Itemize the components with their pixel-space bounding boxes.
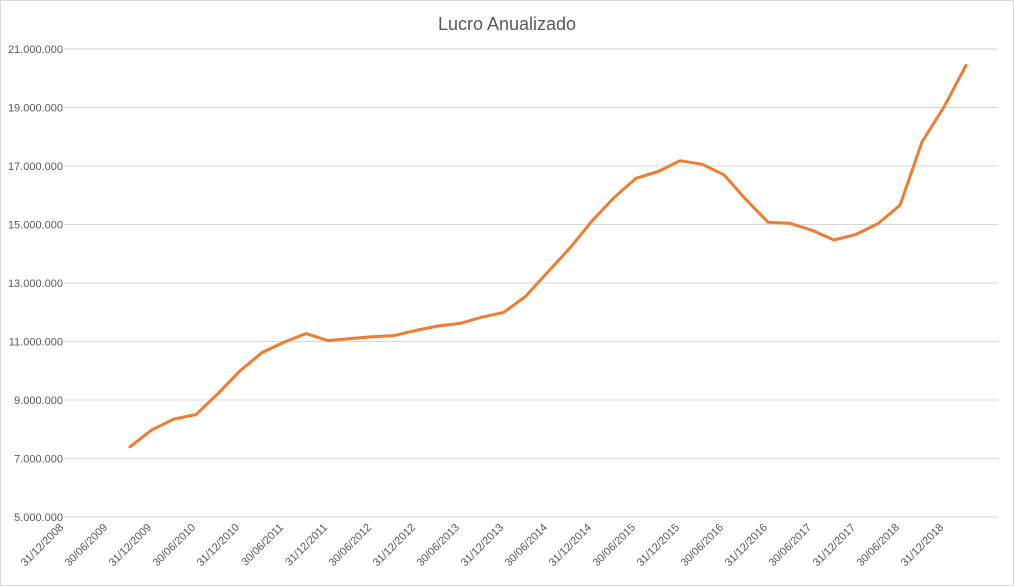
x-tick-label: 30/06/2014 (503, 522, 550, 569)
x-tick-label: 30/06/2015 (591, 522, 638, 569)
y-tick-label: 17.000.000 (8, 161, 63, 173)
y-tick-label: 9.000.000 (14, 395, 63, 407)
x-tick-label: 30/06/2010 (151, 522, 198, 569)
x-tick-label: 31/12/2018 (899, 522, 946, 569)
y-tick-label: 5.000.000 (14, 512, 63, 524)
y-tick-label: 19.000.000 (8, 103, 63, 115)
y-tick-label: 7.000.000 (14, 454, 63, 466)
x-tick-label: 31/12/2014 (547, 522, 594, 569)
x-tick-label: 30/06/2016 (679, 522, 726, 569)
x-tick-label: 31/12/2012 (371, 522, 418, 569)
x-tick-label: 31/12/2011 (283, 522, 330, 569)
y-tick-label: 11.000.000 (9, 337, 63, 349)
x-tick-label: 31/12/2016 (723, 522, 770, 569)
y-tick-label: 13.000.000 (8, 278, 63, 290)
x-tick-label: 31/12/2010 (195, 522, 242, 569)
x-tick-label: 30/06/2012 (327, 522, 374, 569)
y-axis-ticks: 5.000.000 7.000.000 9.000.000 11.000.000 13.… (8, 44, 63, 524)
x-tick-label: 31/12/2013 (459, 522, 506, 569)
x-tick-label: 31/12/2009 (107, 522, 154, 569)
y-tick-label: 21.000.000 (8, 44, 63, 56)
gridlines (64, 48, 998, 518)
x-tick-label: 30/06/2009 (63, 522, 110, 569)
x-tick-label: 30/06/2013 (415, 522, 462, 569)
x-tick-label: 31/12/2015 (635, 522, 682, 569)
series-line (128, 63, 968, 449)
x-tick-label: 30/06/2017 (767, 522, 814, 569)
chart-title: Lucro Anualizado (437, 14, 577, 34)
series-group (128, 63, 968, 449)
x-tick-label: 31/12/2017 (811, 522, 858, 569)
x-axis-ticks: 31/12/200830/06/200931/12/200930/06/2010… (19, 522, 946, 569)
y-tick-label: 15.000.000 (8, 220, 63, 232)
x-tick-label: 30/06/2018 (855, 522, 902, 569)
x-tick-label: 30/06/2011 (239, 522, 286, 569)
x-tick-label: 31/12/2008 (19, 522, 66, 569)
